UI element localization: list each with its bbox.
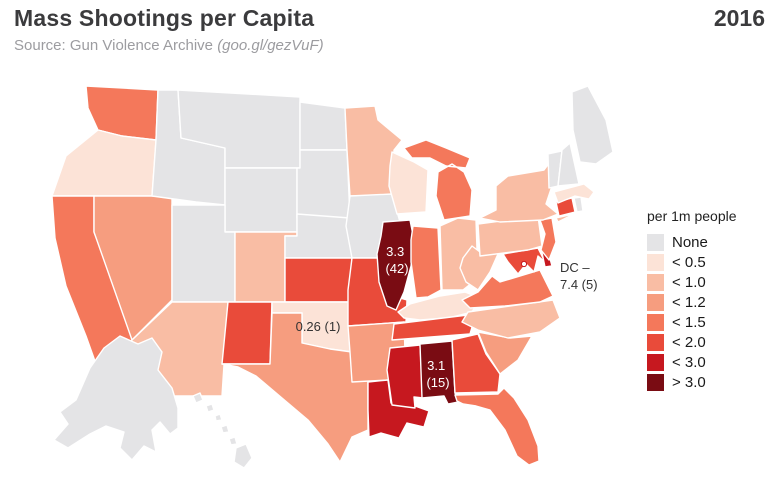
state-michigan bbox=[403, 139, 473, 221]
state-virginia bbox=[461, 269, 554, 309]
annotation-alabama: 3.1 (15) bbox=[426, 358, 449, 390]
state-minnesota bbox=[344, 105, 403, 197]
legend-swatch-none bbox=[647, 234, 664, 251]
state-new-jersey bbox=[539, 217, 557, 261]
state-south-dakota bbox=[296, 149, 351, 219]
source-prefix: Source: Gun Violence Archive bbox=[14, 37, 218, 54]
legend-swatch-lt12 bbox=[647, 294, 664, 311]
state-north-dakota bbox=[299, 101, 348, 151]
state-west-virginia bbox=[459, 245, 499, 291]
dc-marker-dot bbox=[520, 260, 528, 268]
state-kansas bbox=[284, 257, 353, 303]
state-maine bbox=[571, 85, 614, 165]
state-hawaii bbox=[192, 392, 253, 469]
annotation-dc: DC – 7.4 (5) bbox=[560, 260, 598, 292]
state-new-hampshire bbox=[557, 142, 580, 187]
state-rhode-island bbox=[573, 196, 584, 213]
legend-swatch-lt10 bbox=[647, 274, 664, 291]
legend-item-lt10: < 1.0 bbox=[647, 274, 767, 291]
page-year: 2016 bbox=[713, 5, 765, 31]
legend-item-lt05: < 0.5 bbox=[647, 254, 767, 271]
legend-item-lt30: < 3.0 bbox=[647, 354, 767, 371]
state-massachusetts bbox=[553, 183, 595, 204]
state-oregon bbox=[51, 129, 157, 197]
legend-item-lt20: < 2.0 bbox=[647, 334, 767, 351]
state-utah bbox=[171, 204, 236, 303]
source-link: (goo.gl/gezVuF) bbox=[217, 37, 324, 54]
state-alaska bbox=[53, 335, 179, 461]
legend-swatch-lt15 bbox=[647, 314, 664, 331]
legend-title: per 1m people bbox=[647, 208, 737, 224]
page-subtitle: Source: Gun Violence Archive (goo.gl/gez… bbox=[14, 37, 324, 54]
state-new-mexico bbox=[221, 301, 273, 365]
legend-swatch-lt20 bbox=[647, 334, 664, 351]
state-wisconsin bbox=[388, 151, 429, 215]
state-mississippi bbox=[386, 344, 424, 409]
legend-item-gt30: > 3.0 bbox=[647, 374, 767, 391]
page-title: Mass Shootings per Capita bbox=[14, 5, 315, 31]
state-wyoming bbox=[224, 167, 298, 233]
state-indiana bbox=[410, 225, 442, 299]
map-legend: per 1m people None < 0.5 < 1.0 < 1.2 < 1… bbox=[647, 208, 767, 394]
legend-item-lt12: < 1.2 bbox=[647, 294, 767, 311]
legend-swatch-gt30 bbox=[647, 374, 664, 391]
state-florida bbox=[454, 387, 540, 466]
annotation-illinois: 3.3 (42) bbox=[385, 244, 408, 276]
state-tennessee bbox=[391, 313, 477, 341]
legend-swatch-lt05 bbox=[647, 254, 664, 271]
state-north-carolina bbox=[461, 299, 561, 339]
legend-item-lt15: < 1.5 bbox=[647, 314, 767, 331]
state-texas bbox=[221, 312, 369, 463]
annotation-oklahoma: 0.26 (1) bbox=[296, 319, 341, 334]
legend-swatch-lt30 bbox=[647, 354, 664, 371]
legend-item-none: None bbox=[647, 234, 767, 251]
